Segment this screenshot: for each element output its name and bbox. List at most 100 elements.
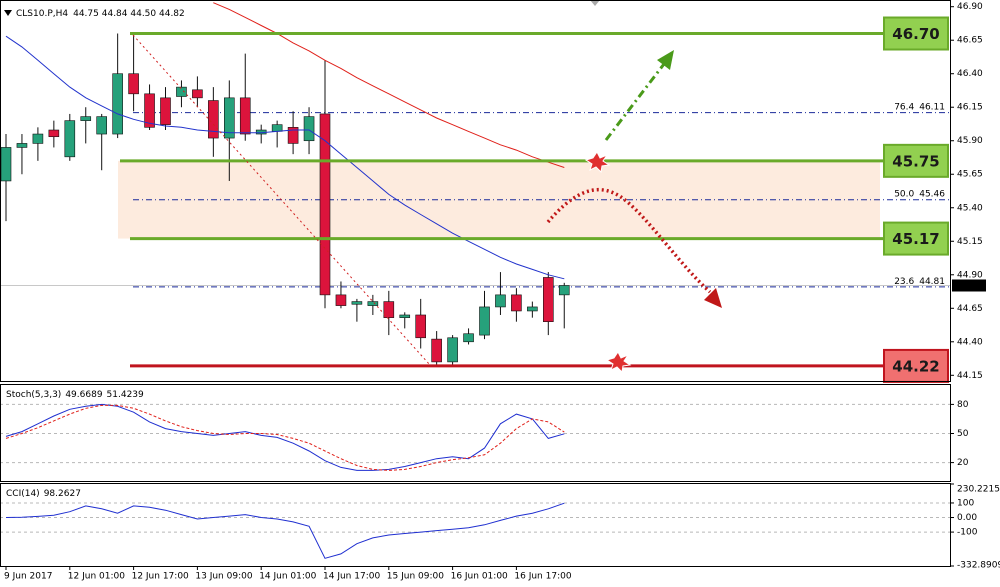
fib-label: 76.4 46.11 — [894, 102, 945, 112]
candle-body — [32, 133, 44, 144]
candle-body — [511, 294, 522, 312]
fib-value: 46.11 — [919, 102, 945, 112]
level-label: 44.22 — [892, 357, 939, 375]
symbol: CLS10.P,H4 — [16, 9, 68, 19]
fib-label: 50.0 45.46 — [894, 189, 945, 199]
burst — [605, 351, 632, 374]
last-price-tag — [952, 279, 986, 292]
y-tick-label: 44.15 — [957, 371, 983, 381]
x-tick-label: 13 Jun 09:00 — [195, 572, 252, 582]
y-tick-label: 44.90 — [957, 270, 983, 280]
candle-body — [192, 89, 203, 99]
up-arrow-head — [657, 50, 674, 70]
burst — [584, 151, 611, 174]
y-tick-label: 20 — [957, 458, 969, 468]
level-box — [883, 143, 949, 178]
level-box — [883, 348, 949, 383]
candle-body — [319, 113, 331, 296]
candle-body — [542, 277, 554, 322]
candle-body — [271, 124, 283, 132]
y-tick-label: 45.90 — [957, 136, 983, 146]
level-label: 45.17 — [892, 230, 939, 248]
candle-body — [463, 333, 474, 343]
x-tick-label: 16 Jun 17:00 — [514, 572, 571, 582]
indicator-line — [5, 403, 565, 471]
x-tick-label: 16 Jun 01:00 — [451, 572, 508, 582]
x-tick-label: 9 Jun 2017 — [4, 572, 52, 582]
y-tick-label: -100 — [957, 528, 978, 538]
indicator-header: CCI(14) 98.2627 — [6, 489, 81, 499]
candle-body — [176, 86, 187, 97]
indicator-line — [5, 35, 565, 280]
candle-body — [287, 127, 299, 144]
indicator-value: 98.2627 — [44, 489, 81, 499]
menu-marker — [4, 10, 12, 16]
y-tick-label: 45.40 — [957, 203, 983, 213]
indicator-value: 49.6689 — [65, 390, 102, 400]
annotations-under — [0, 112, 950, 288]
indicator-line — [213, 2, 565, 168]
main-panel-border — [0, 0, 951, 382]
candle-body — [351, 301, 363, 305]
indicator-header: Stoch(5,3,3) 49.6689 51.4239 — [6, 390, 144, 400]
down-arrow-head — [704, 288, 722, 308]
x-tick-label: 12 Jun 01:00 — [68, 572, 125, 582]
candle-body — [367, 301, 379, 306]
candle-body — [558, 285, 570, 296]
up-arrow — [604, 63, 666, 141]
candle-body — [48, 129, 60, 138]
down-arrow — [546, 187, 712, 294]
y-tick-label: 45.15 — [957, 237, 983, 247]
candle-body — [160, 97, 171, 125]
candle-body — [64, 120, 76, 158]
candle-body — [527, 306, 538, 312]
candle-body — [495, 294, 506, 308]
fib-ratio: 50.0 — [894, 189, 914, 199]
indicator-title: Stoch(5,3,3) — [6, 390, 61, 400]
y-tick-label: 44.40 — [957, 337, 983, 347]
x-tick-label: 15 Jun 09:00 — [387, 572, 444, 582]
candle-body — [415, 314, 427, 339]
candle-body — [112, 73, 123, 135]
candle-body — [96, 116, 107, 135]
candle-body — [144, 93, 155, 128]
y-tick-label: 0.00 — [957, 513, 977, 523]
candle-body — [447, 337, 458, 363]
stoch-panel-border — [0, 384, 951, 482]
y-tick-label: 46.15 — [957, 103, 983, 113]
indicator-value: 51.4239 — [107, 390, 144, 400]
fib-label: 23.6 44.81 — [894, 276, 945, 286]
frame — [0, 0, 951, 567]
fib-ratio: 23.6 — [894, 276, 914, 286]
candle-body — [383, 301, 395, 318]
y-tick-label: 230.2215 — [957, 485, 1000, 495]
y-tick-label: 46.65 — [957, 36, 983, 46]
cci-panel-border — [0, 483, 951, 567]
y-tick-label: -332.8909 — [957, 561, 1000, 571]
level-box — [883, 221, 949, 256]
candle-body — [399, 314, 411, 318]
y-tick-label: 45.65 — [957, 170, 983, 180]
candle-body — [335, 294, 347, 306]
candle-body — [16, 143, 28, 148]
x-tick-label: 12 Jun 17:00 — [132, 572, 189, 582]
y-tick-label: 44.65 — [957, 304, 983, 314]
indicator-title: CCI(14) — [6, 489, 40, 499]
candle-body — [0, 147, 12, 182]
level-box — [883, 16, 949, 51]
fib-trendline — [132, 34, 431, 366]
candle-body — [128, 73, 139, 95]
level-label: 45.75 — [892, 152, 939, 170]
drawn-annotations — [4, 0, 722, 374]
candle-body — [224, 97, 235, 139]
y-tick-label: 46.90 — [957, 2, 983, 12]
y-tick-label: 50 — [957, 429, 969, 439]
last-price-label: 44.82 — [956, 281, 982, 291]
candle-body — [239, 97, 251, 135]
indicator-line — [5, 502, 565, 559]
candle-body — [431, 338, 442, 363]
chart-header: CLS10.P,H4 44.75 44.84 44.50 44.82 — [16, 9, 185, 19]
candle-body — [479, 306, 490, 336]
